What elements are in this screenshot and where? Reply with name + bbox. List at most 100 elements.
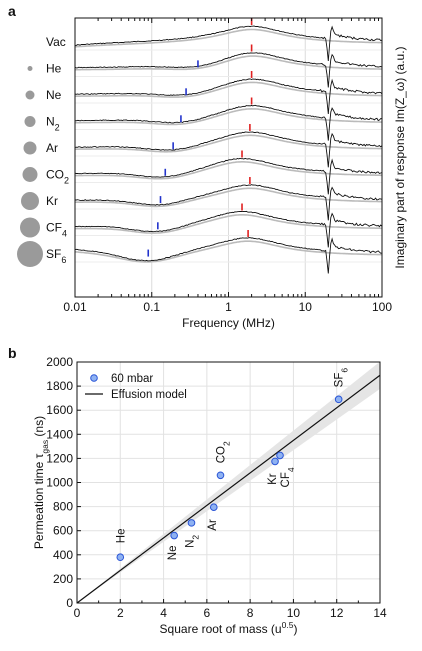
- panel-b: b He Ne N2 Ar CO2 Kr CF4 SF6 0 2 4 6 8 10 12 14 0 200 400…: [8, 345, 387, 636]
- gas-label-sf6: SF6: [46, 247, 66, 265]
- legend-label-60-mbar: 60 mbar: [111, 373, 153, 385]
- data-point-label-he: He: [115, 529, 127, 544]
- data-point-label-co2: CO2: [215, 441, 231, 463]
- x-tick-label: 6: [204, 606, 211, 620]
- y-tick-label: 1200: [46, 451, 73, 465]
- y-tick-label: 1000: [46, 476, 73, 490]
- x-tick-label: 100: [372, 300, 392, 314]
- gas-size-bubble-he: [27, 66, 33, 71]
- data-point-label-sf6: SF6: [334, 368, 350, 388]
- x-tick-label: 0.01: [63, 300, 87, 314]
- gas-labels: Vac He Ne N2 Ar CO2 Kr CF4 SF6: [46, 35, 69, 265]
- panel-a-x-ticks: 0.01 0.1 1 10 100: [63, 18, 392, 314]
- x-tick-label: 8: [247, 606, 254, 620]
- legend-marker-60-mbar: [90, 374, 98, 382]
- data-point-label-ar: Ar: [207, 519, 219, 531]
- fit-curve-he: [75, 55, 382, 71]
- gas-size-bubble-kr: [21, 192, 39, 210]
- gas-label-co2: CO2: [46, 168, 69, 186]
- fit-curve-co2: [75, 161, 382, 180]
- fit-curve-sf6: [74, 240, 383, 263]
- spectrum-curve-kr: [75, 184, 383, 221]
- gas-size-bubble-ne: [25, 90, 35, 100]
- x-tick-label: 14: [373, 606, 387, 620]
- x-tick-label: 2: [117, 606, 124, 620]
- y-tick-label: 800: [53, 500, 73, 514]
- x-tick-label: 0: [74, 606, 81, 620]
- x-tick-label: 10: [299, 300, 313, 314]
- fit-curve-ne: [75, 81, 382, 98]
- x-tick-label: 10: [287, 606, 301, 620]
- spectrum-curve-ne: [74, 78, 383, 115]
- legend-label-effusion-model: Effusion model: [111, 389, 187, 401]
- y-tick-label: 1400: [46, 427, 73, 441]
- gas-size-bubble-cf4: [20, 217, 40, 238]
- gas-size-bubbles: [17, 66, 43, 267]
- panel-b-y-axis-label: Permeation time τgas (ns): [32, 416, 50, 549]
- frequency-markers: [147, 18, 253, 257]
- y-tick-label: 0: [66, 596, 73, 610]
- spectrum-curve-n2: [74, 104, 383, 141]
- panel-b-label: b: [8, 345, 17, 361]
- panel-a: a Vac He Ne N2 Ar CO2 Kr CF4 SF6 0.01 0.1 1 10 100 F…: [8, 3, 407, 330]
- spectrum-curve-cf4: [74, 210, 383, 248]
- x-tick-label: 4: [160, 606, 167, 620]
- gas-label-he: He: [46, 62, 62, 76]
- panel-b-x-axis-label: Square root of mass (u0.5): [160, 620, 298, 636]
- x-tick-label: 1: [225, 300, 232, 314]
- gas-label-ne: Ne: [46, 88, 62, 102]
- gas-size-bubble-sf6: [17, 241, 43, 267]
- effusion-model-confidence-band: [77, 361, 380, 603]
- spectrum-curve-sf6: [74, 237, 383, 274]
- data-point-he: [116, 553, 125, 562]
- panel-b-ticks: 0 2 4 6 8 10 12 14 0 200 400 600 800 1000 1200 1400 1600…: [46, 355, 387, 620]
- spectrum-curve-ar: [74, 131, 383, 168]
- gas-label-vac: Vac: [46, 35, 66, 49]
- spectrum-curve-co2: [74, 157, 383, 195]
- data-points: [116, 395, 343, 562]
- fit-curve-n2: [75, 107, 382, 126]
- panel-a-grid: [74, 18, 383, 297]
- gas-size-bubble-co2: [22, 167, 38, 182]
- gas-size-bubble-ar: [23, 141, 37, 155]
- y-tick-label: 1800: [46, 379, 73, 393]
- data-point-labels: He Ne N2 Ar CO2 Kr CF4 SF6: [115, 368, 349, 561]
- fit-curve-kr: [75, 187, 382, 208]
- spectra-curves: [74, 25, 383, 274]
- data-point-cf4: [276, 451, 284, 460]
- panel-a-x-axis-label: Frequency (MHz): [182, 316, 275, 330]
- effusion-model-line: [76, 374, 381, 604]
- data-point-co2: [216, 471, 225, 480]
- panel-a-y-axis-label: Imaginary part of response Im(Z_ω) (a.u.…: [393, 46, 407, 268]
- x-tick-label: 12: [330, 606, 344, 620]
- data-point-ne: [170, 531, 178, 540]
- gas-size-bubble-n2: [24, 116, 36, 127]
- spectrum-curve-he: [74, 52, 383, 88]
- legend: 60 mbar Effusion model: [85, 373, 187, 401]
- fit-curve-vac: [74, 28, 382, 48]
- y-tick-label: 200: [53, 572, 73, 586]
- gas-label-n2: N2: [46, 115, 60, 133]
- data-point-label-ne: Ne: [167, 546, 179, 561]
- data-point-label-kr: Kr: [267, 473, 279, 485]
- gas-label-cf4: CF4: [46, 221, 67, 239]
- data-point-sf6: [334, 395, 343, 404]
- y-tick-label: 1600: [46, 403, 73, 417]
- gas-label-kr: Kr: [46, 194, 58, 208]
- gas-label-ar: Ar: [46, 141, 58, 155]
- data-point-label-cf4: CF4: [280, 467, 296, 487]
- fit-curve-ar: [75, 134, 382, 153]
- data-point-ar: [209, 503, 218, 512]
- fit-curve-cf4: [75, 214, 382, 234]
- data-point-n2: [187, 519, 196, 527]
- x-tick-label: 0.1: [143, 300, 160, 314]
- y-tick-label: 600: [53, 524, 73, 538]
- spectrum-curve-vac: [75, 25, 383, 62]
- data-point-label-n2: N2: [184, 535, 200, 548]
- data-point-kr: [271, 457, 279, 466]
- y-tick-label: 2000: [46, 355, 73, 369]
- y-tick-label: 400: [53, 548, 73, 562]
- fit-curves: [74, 28, 383, 263]
- panel-a-label: a: [8, 3, 16, 19]
